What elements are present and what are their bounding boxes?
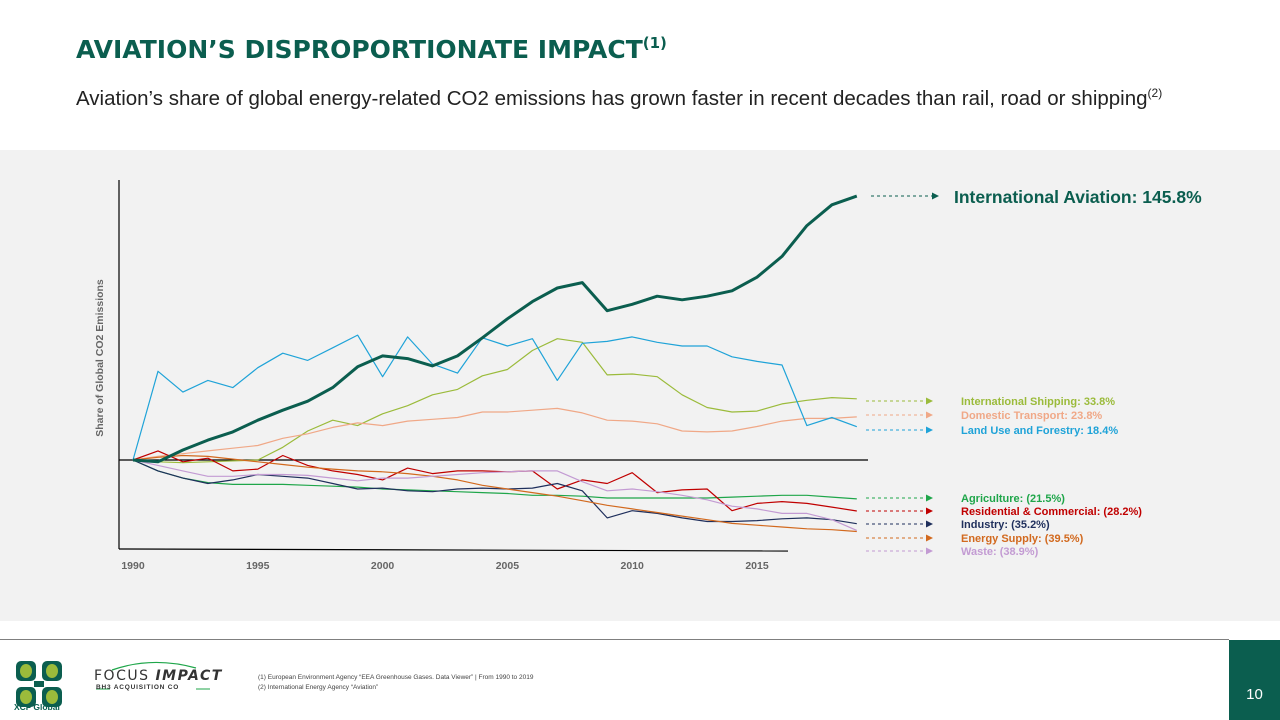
focus-word: FOCUS: [94, 668, 156, 684]
series-line-energy-supply: [132, 454, 857, 533]
callout-label-energy-supply: Energy Supply: (39.5%): [961, 533, 1084, 545]
focus-impact-logo-subtext: BH3 ACQUISITION CO: [96, 684, 180, 691]
series-line-waste: [132, 459, 858, 531]
footnote-1: (1) European Environment Agency “EEA Gre…: [258, 674, 534, 681]
impact-word: IMPACT: [155, 668, 223, 684]
y-axis-label: Share of Global CO2 Emissions: [94, 279, 106, 437]
series-line-agriculture: [132, 459, 857, 500]
page-number-box: 10: [1229, 640, 1280, 720]
arrowhead-icon-international-aviation: [932, 192, 939, 200]
arrowhead-icon-waste: [926, 547, 933, 555]
arrowhead-icon-energy-supply: [926, 534, 933, 542]
x-tick-label: 2005: [496, 560, 520, 572]
arrowhead-icon-international-shipping: [926, 397, 933, 405]
arrowhead-icon-land-use-and-forestry: [926, 426, 933, 434]
callout-label-industry: Industry: (35.2%): [961, 519, 1050, 531]
emissions-line-chart: Share of Global CO2 Emissions 1990 1995 20…: [94, 180, 1202, 572]
series-line-international-shipping: [132, 338, 857, 464]
callout-label-international-aviation: International Aviation: 145.8%: [954, 187, 1202, 207]
subtitle-footnote-ref: (2): [1147, 86, 1163, 100]
arrowhead-icon-domestic-transport: [926, 411, 933, 419]
x-tick-label: 1990: [121, 560, 145, 572]
callout-label-international-shipping: International Shipping: 33.8%: [961, 396, 1115, 408]
xcf-global-logo-text: XCF Global: [14, 702, 60, 712]
xcf-global-logo-icon: [16, 661, 62, 707]
x-tick-label: 1995: [246, 560, 270, 572]
chart-panel: Share of Global CO2 Emissions 1990 1995 20…: [0, 150, 1280, 621]
subtitle-text: Aviation’s share of global energy-relate…: [76, 87, 1148, 110]
series-line-domestic-transport: [132, 407, 857, 461]
title-footnote-ref: (1): [642, 34, 667, 52]
callout-label-residential-commercial: Residential & Commercial: (28.2%): [961, 506, 1142, 518]
focus-impact-logo-arc-icon: [96, 661, 210, 690]
arrowhead-icon-residential-commercial: [926, 507, 933, 515]
series-line-international-aviation: [132, 194, 858, 464]
footnotes: (1) European Environment Agency “EEA Gre…: [258, 673, 533, 693]
page-number: 10: [1246, 686, 1263, 703]
series-line-industry: [132, 459, 857, 525]
footer-divider: [0, 639, 1229, 640]
x-axis: [118, 548, 789, 552]
x-tick-label: 2000: [371, 560, 395, 572]
callout-label-agriculture: Agriculture: (21.5%): [961, 493, 1065, 505]
series-line-land-use-and-forestry: [132, 334, 858, 461]
x-tick-label: 2015: [745, 560, 769, 572]
page-subtitle: Aviation’s share of global energy-relate…: [76, 80, 1186, 112]
x-tick-label: 2010: [621, 560, 645, 572]
title-text: AVIATION’S DISPROPORTIONATE IMPACT: [76, 35, 643, 64]
arrowhead-icon-agriculture: [926, 494, 933, 502]
focus-impact-logo-text: FOCUS IMPACT: [94, 668, 223, 684]
callout-label-domestic-transport: Domestic Transport: 23.8%: [961, 410, 1102, 422]
series-line-residential-commercial: [132, 450, 857, 512]
footnote-2: (2) International Energy Agency “Aviatio…: [258, 684, 379, 691]
callout-label-waste: Waste: (38.9%): [961, 546, 1039, 558]
callout-label-land-use-and-forestry: Land Use and Forestry: 18.4%: [961, 425, 1118, 437]
arrowhead-icon-industry: [926, 520, 933, 528]
page-title: AVIATION’S DISPROPORTIONATE IMPACT(1): [76, 34, 667, 64]
